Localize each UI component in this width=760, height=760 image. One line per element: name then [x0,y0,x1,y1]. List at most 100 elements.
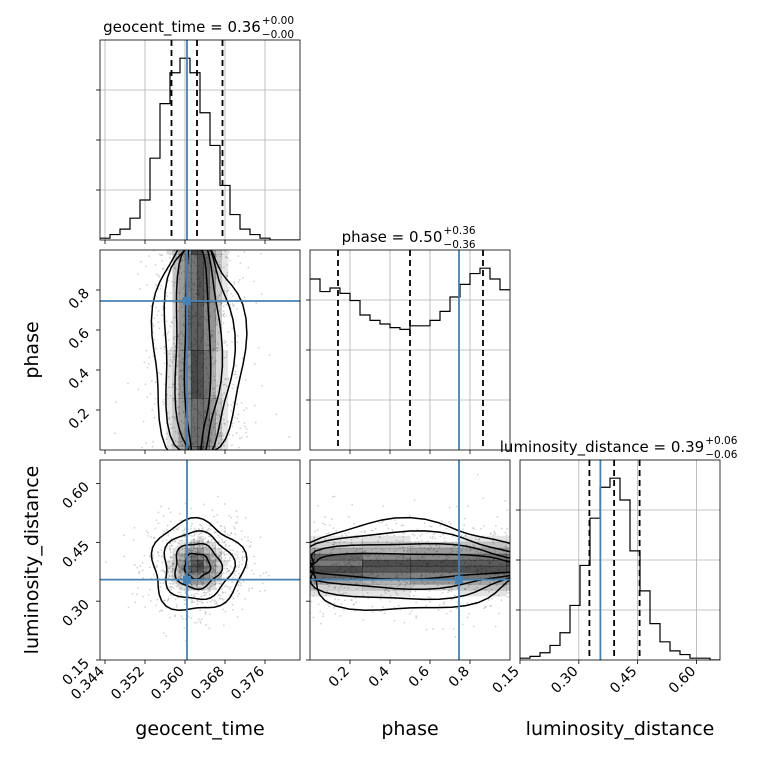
sample-point [181,617,184,620]
sample-point [136,566,139,569]
sample-point [245,407,248,409]
sample-point [327,531,330,534]
sample-point [204,546,207,549]
sample-point [161,400,164,403]
sample-point [192,594,195,597]
sample-point [223,560,226,562]
sample-point [211,335,214,338]
sample-point [225,303,228,306]
sample-point [332,527,335,530]
sample-point [212,570,215,573]
sample-point [207,566,210,568]
sample-point [177,393,180,396]
sample-point [409,557,412,560]
sample-point [221,538,223,541]
contour-line [183,250,212,450]
sample-point [196,580,199,583]
sample-point [245,428,248,430]
sample-point [409,613,411,615]
sample-point [382,520,384,523]
sample-point [172,342,175,345]
sample-point [214,603,217,606]
sample-point [223,312,226,315]
density-block [310,553,315,561]
sample-point [216,350,218,352]
density-block [506,535,510,543]
sample-point [237,281,240,284]
sample-point [476,586,478,589]
sample-point [223,585,226,588]
density-block [172,254,180,303]
sample-point [145,530,148,532]
sample-point [219,594,222,597]
density-block [506,583,510,591]
sample-point [384,588,387,591]
sample-point [160,549,163,552]
sample-point [432,572,435,575]
sample-point [244,379,247,381]
sample-point [181,306,184,309]
sample-point [226,264,228,266]
sample-point [141,569,144,572]
title-plus: +0.36 [443,225,475,237]
sample-point [400,524,403,527]
density-block [172,446,180,450]
sample-point [196,583,198,586]
sample-point [224,527,226,530]
density-block [172,250,180,255]
sample-point [208,613,211,616]
panel-frame [99,459,301,661]
sample-point [219,582,221,585]
sample-point [405,557,408,560]
sample-point [338,587,341,590]
sample-point [325,532,328,535]
sample-point [382,554,385,557]
sample-point [150,305,153,307]
sample-point [344,599,346,602]
sample-point [218,434,221,437]
sample-point [155,306,158,309]
sample-point [183,560,186,563]
sample-point [168,364,171,367]
sample-point [210,433,213,436]
sample-point [169,582,171,585]
sample-point [225,351,228,354]
sample-point [160,254,163,257]
density-block [178,577,186,585]
sample-point [227,377,230,380]
sample-point [223,444,225,447]
density-block [178,250,186,255]
sample-point [236,334,239,337]
density-block [203,302,210,351]
sample-point [344,532,347,535]
sample-point [175,374,178,376]
sample-point [328,605,331,608]
sample-point [419,535,422,537]
sample-point [355,582,358,585]
sample-point [401,547,404,549]
sample-point [168,545,171,548]
sample-point [180,587,183,590]
sample-point [448,556,450,559]
sample-point [241,559,244,561]
sample-point [425,628,428,631]
sample-point [220,587,223,590]
sample-point [406,546,409,549]
sample-point [224,383,226,386]
sample-point [489,604,492,607]
sample-point [222,418,225,421]
density-block [184,302,192,351]
sample-point [233,526,235,528]
density-block [197,398,204,447]
density-block [221,398,229,447]
sample-point [465,549,468,552]
sample-point [178,383,180,386]
sample-point [207,591,209,593]
sample-point [317,603,320,606]
sample-point [201,527,204,530]
sample-point [177,412,180,415]
sample-point [182,422,185,425]
sample-point [169,256,171,259]
sample-point [490,605,493,607]
sample-point [366,591,369,594]
